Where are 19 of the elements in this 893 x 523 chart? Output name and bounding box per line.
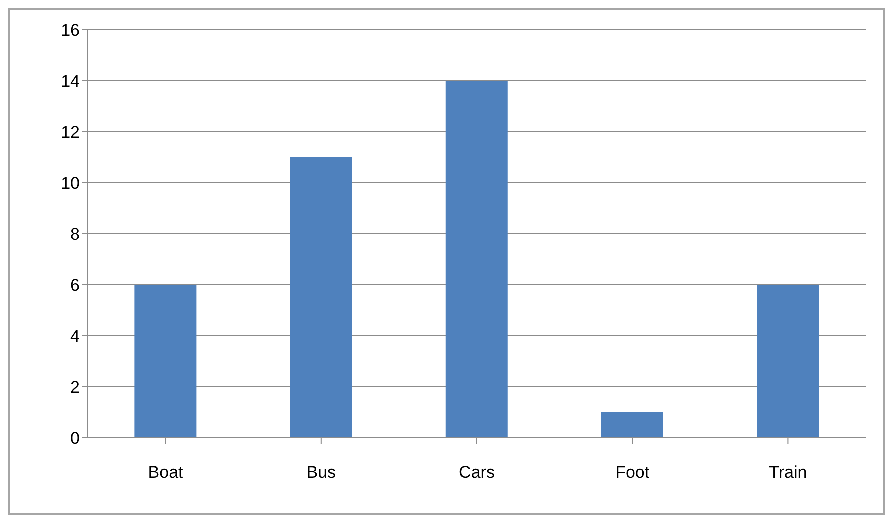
- bar: [446, 81, 508, 438]
- y-tick-label: 16: [61, 21, 80, 40]
- y-tick-label: 8: [70, 225, 80, 244]
- x-tick-label: Train: [769, 463, 808, 482]
- x-tick-label: Foot: [616, 463, 650, 482]
- bar: [290, 158, 352, 438]
- y-tick-label: 10: [61, 174, 80, 194]
- y-tick-label: 2: [70, 378, 80, 398]
- y-tick-label: 12: [61, 123, 80, 142]
- bar: [601, 412, 664, 438]
- x-tick-label: Boat: [148, 463, 184, 482]
- x-tick-label: Cars: [459, 463, 495, 482]
- y-tick-label: 4: [70, 327, 80, 346]
- bar: [134, 285, 197, 438]
- bar: [757, 285, 820, 438]
- y-tick-label: 0: [70, 429, 80, 448]
- y-tick-label: 14: [61, 72, 80, 92]
- x-tick-label: Bus: [306, 463, 336, 482]
- y-tick-label: 6: [70, 276, 80, 296]
